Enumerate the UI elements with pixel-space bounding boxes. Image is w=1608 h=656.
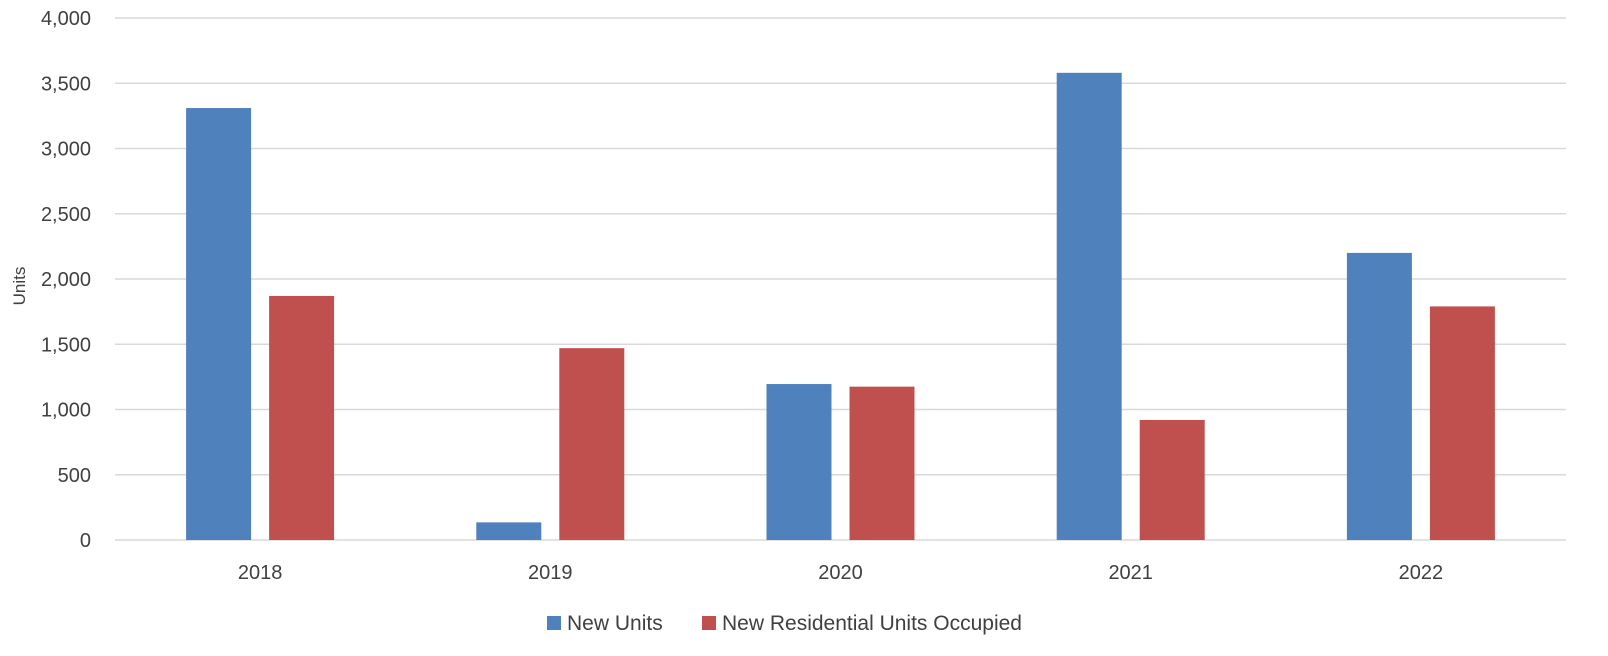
y-tick-label: 2,000: [41, 269, 91, 291]
bar-new-units-2020: [766, 384, 832, 540]
y-tick-label: 2,500: [41, 204, 91, 226]
x-tick-label: 2019: [528, 562, 573, 584]
y-tick-label: 3,500: [41, 73, 91, 95]
x-tick-label: 2022: [1399, 562, 1444, 584]
bar-new-units-2021: [1056, 72, 1122, 540]
legend: New Units New Residential Units Occupied: [547, 612, 1022, 635]
bar-new-residential-units-occupied-2022: [1429, 306, 1495, 540]
y-tick-label: 3,000: [41, 139, 91, 161]
y-tick-label: 500: [58, 465, 91, 487]
bar-new-units-2019: [476, 522, 542, 540]
x-axis-ticks: 2018 2019 2020 2021 2022: [238, 562, 1443, 584]
bar-new-residential-units-occupied-2020: [849, 386, 915, 540]
y-tick-label: 1,000: [41, 400, 91, 422]
bars: [186, 72, 1495, 541]
y-tick-label: 0: [80, 530, 91, 552]
legend-label: New Residential Units Occupied: [722, 612, 1022, 635]
bar-new-residential-units-occupied-2019: [559, 348, 625, 540]
y-tick-label: 1,500: [41, 334, 91, 356]
legend-label: New Units: [567, 612, 663, 635]
gridlines: [115, 17, 1566, 541]
bar-new-residential-units-occupied-2021: [1139, 419, 1205, 540]
x-tick-label: 2021: [1108, 562, 1153, 584]
bar-new-residential-units-occupied-2018: [269, 295, 335, 540]
bar-new-units-2018: [186, 108, 252, 541]
x-tick-label: 2018: [238, 562, 283, 584]
y-axis-title: Units: [10, 267, 29, 306]
y-tick-label: 4,000: [41, 8, 91, 30]
bar-new-units-2022: [1346, 252, 1412, 540]
y-axis-ticks: 0 500 1,000 1,500 2,000 2,500 3,000 3,500 4,000: [41, 8, 91, 552]
legend-swatch: [547, 616, 561, 630]
legend-swatch: [702, 616, 716, 630]
x-tick-label: 2020: [818, 562, 863, 584]
